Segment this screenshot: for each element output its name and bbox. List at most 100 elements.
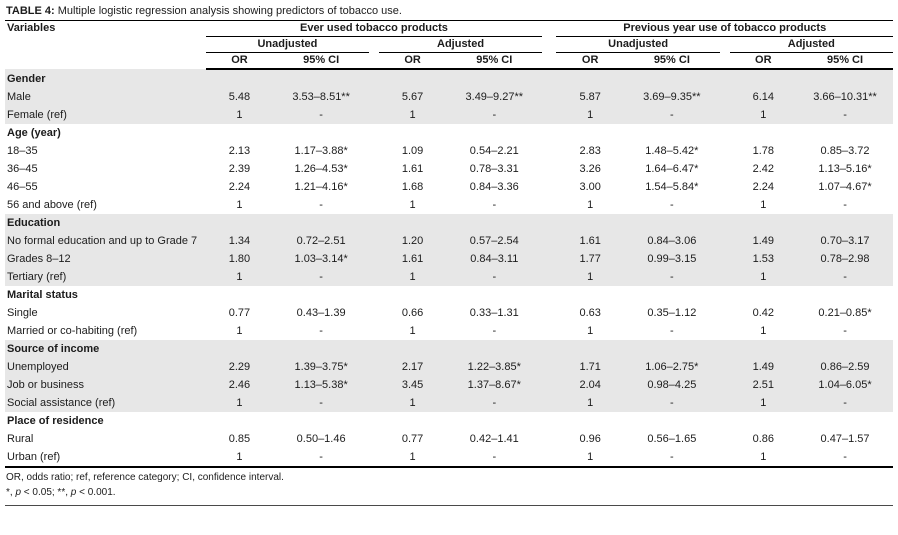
column-gap bbox=[719, 448, 730, 468]
ci-header: 95% CI bbox=[623, 52, 720, 70]
ci-value: - bbox=[797, 394, 893, 412]
ci-header: 95% CI bbox=[273, 52, 370, 70]
column-gap bbox=[542, 268, 557, 286]
ci-value: - bbox=[492, 198, 497, 211]
or-header: OR bbox=[378, 52, 447, 70]
ci-value: 0.50–1.46 bbox=[296, 432, 346, 445]
or-value: 0.86 bbox=[752, 432, 775, 445]
column-gap bbox=[720, 37, 730, 53]
table-row: No formal education and up to Grade 7 1.3… bbox=[5, 232, 893, 250]
ci-value: 1.03–3.14* bbox=[273, 250, 370, 268]
ci-value: 0.57–2.54 bbox=[446, 232, 543, 250]
section-header-row: Age (year) bbox=[5, 124, 893, 142]
table-row: 18–35 2.13 1.17–3.88* 1.09 0.54–2.21 2.83 1.48… bbox=[5, 142, 893, 160]
footnote-text-segment: < 0.001. bbox=[76, 487, 116, 498]
row-label: Tertiary (ref) bbox=[5, 268, 206, 286]
or-value: 1 bbox=[205, 106, 274, 124]
column-gap bbox=[720, 430, 730, 448]
ci-value: 0.98–4.25 bbox=[623, 376, 720, 394]
or-value: 1.78 bbox=[752, 144, 775, 157]
ci-value: 3.53–8.51** bbox=[273, 88, 370, 106]
footnote-significance: *, p < 0.05; **, p < 0.001. bbox=[6, 486, 892, 499]
column-gap bbox=[542, 430, 556, 448]
ci-value: 0.56–1.65 bbox=[647, 432, 697, 445]
table-row: Male 5.48 3.53–8.51** 5.67 3.49–9.27** 5.87 3.… bbox=[5, 88, 893, 106]
row-label: Social assistance (ref) bbox=[5, 394, 206, 412]
section-label: Education bbox=[5, 214, 893, 232]
column-gap bbox=[542, 394, 557, 412]
ci-value: - bbox=[797, 106, 893, 124]
p-italic: p bbox=[70, 487, 77, 498]
ci-value: 3.66–10.31** bbox=[797, 88, 893, 106]
table-row: Single 0.77 0.43–1.39 0.66 0.33–1.31 0.63 0.35… bbox=[5, 304, 893, 322]
or-value: 0.66 bbox=[401, 306, 424, 319]
column-gap bbox=[720, 160, 730, 178]
table-row: Married or co-habiting (ref) 1 - 1 - 1 - 1 - bbox=[5, 322, 893, 340]
column-gap bbox=[369, 394, 379, 412]
or-value: 1 bbox=[236, 198, 243, 211]
column-gap bbox=[369, 304, 379, 322]
table-row: Urban (ref) 1-1-1-1- bbox=[5, 448, 893, 468]
or-value: 1.61 bbox=[378, 250, 447, 268]
table-body: Gender Male 5.48 3.53–8.51** 5.67 3.49–9.27**… bbox=[5, 69, 893, 468]
group-header-ever-used: Ever used tobacco products bbox=[205, 21, 543, 37]
ci-value: 0.78–3.31 bbox=[469, 162, 519, 175]
subgroup-unadjusted-2: Unadjusted bbox=[556, 36, 720, 53]
or-value: 2.29 bbox=[205, 358, 274, 376]
or-value: 2.83 bbox=[579, 144, 601, 157]
column-gap bbox=[542, 142, 556, 160]
column-gap bbox=[369, 142, 379, 160]
or-value: 5.87 bbox=[556, 88, 624, 106]
ci-value: - bbox=[623, 106, 720, 124]
table-number: TABLE 4: bbox=[6, 5, 55, 17]
column-gap bbox=[542, 322, 556, 340]
ci-value: 1.13–5.38* bbox=[273, 376, 370, 394]
or-value: 1 bbox=[409, 324, 416, 337]
ci-value: - bbox=[797, 448, 893, 468]
column-gap bbox=[719, 250, 730, 268]
or-value: 2.24 bbox=[228, 180, 251, 193]
or-value: 2.42 bbox=[752, 162, 775, 175]
subgroup-adjusted-1: Adjusted bbox=[378, 36, 543, 53]
or-value: 1 bbox=[378, 268, 447, 286]
ci-value: - bbox=[670, 198, 674, 211]
column-gap bbox=[720, 178, 730, 196]
ci-value: 0.35–1.12 bbox=[647, 306, 697, 319]
or-value: 1.80 bbox=[205, 250, 274, 268]
or-value: 1.49 bbox=[729, 232, 798, 250]
ci-value: - bbox=[492, 324, 497, 337]
ci-value: 0.84–3.11 bbox=[446, 250, 543, 268]
ci-value: 0.33–1.31 bbox=[469, 306, 519, 319]
ci-value: 1.64–6.47* bbox=[645, 162, 699, 175]
or-value: 1.53 bbox=[729, 250, 798, 268]
table-row: Tertiary (ref) 1-1-1-1- bbox=[5, 268, 893, 286]
or-header: OR bbox=[729, 52, 798, 70]
footnote-abbreviations: OR, odds ratio; ref, reference category;… bbox=[6, 472, 284, 483]
column-gap bbox=[369, 376, 379, 394]
column-gap bbox=[369, 232, 379, 250]
or-value: 1.61 bbox=[401, 162, 424, 175]
column-gap bbox=[719, 232, 730, 250]
section-header-row: Place of residence bbox=[5, 412, 893, 430]
column-gap bbox=[542, 250, 557, 268]
ci-value: 1.26–4.53* bbox=[294, 162, 348, 175]
row-label: Unemployed bbox=[5, 358, 206, 376]
row-label: Female (ref) bbox=[5, 106, 206, 124]
column-gap bbox=[542, 88, 557, 106]
or-value: 1.68 bbox=[401, 180, 424, 193]
measure-header-row: OR 95% CI OR 95% CI OR 95% CI OR 95% CI bbox=[5, 52, 893, 70]
or-value: 3.45 bbox=[378, 376, 447, 394]
column-gap bbox=[542, 196, 556, 214]
row-label: Rural bbox=[7, 432, 34, 445]
ci-value: 1.21–4.16* bbox=[294, 180, 348, 193]
column-gap bbox=[542, 304, 556, 322]
ci-value: - bbox=[273, 268, 370, 286]
or-value: 6.14 bbox=[729, 88, 798, 106]
column-gap bbox=[720, 196, 730, 214]
row-label: 36–45 bbox=[7, 162, 38, 175]
or-value: 1 bbox=[205, 394, 274, 412]
p-italic: p bbox=[15, 487, 22, 498]
row-label: 56 and above (ref) bbox=[7, 198, 97, 211]
row-label: Grades 8–12 bbox=[5, 250, 206, 268]
